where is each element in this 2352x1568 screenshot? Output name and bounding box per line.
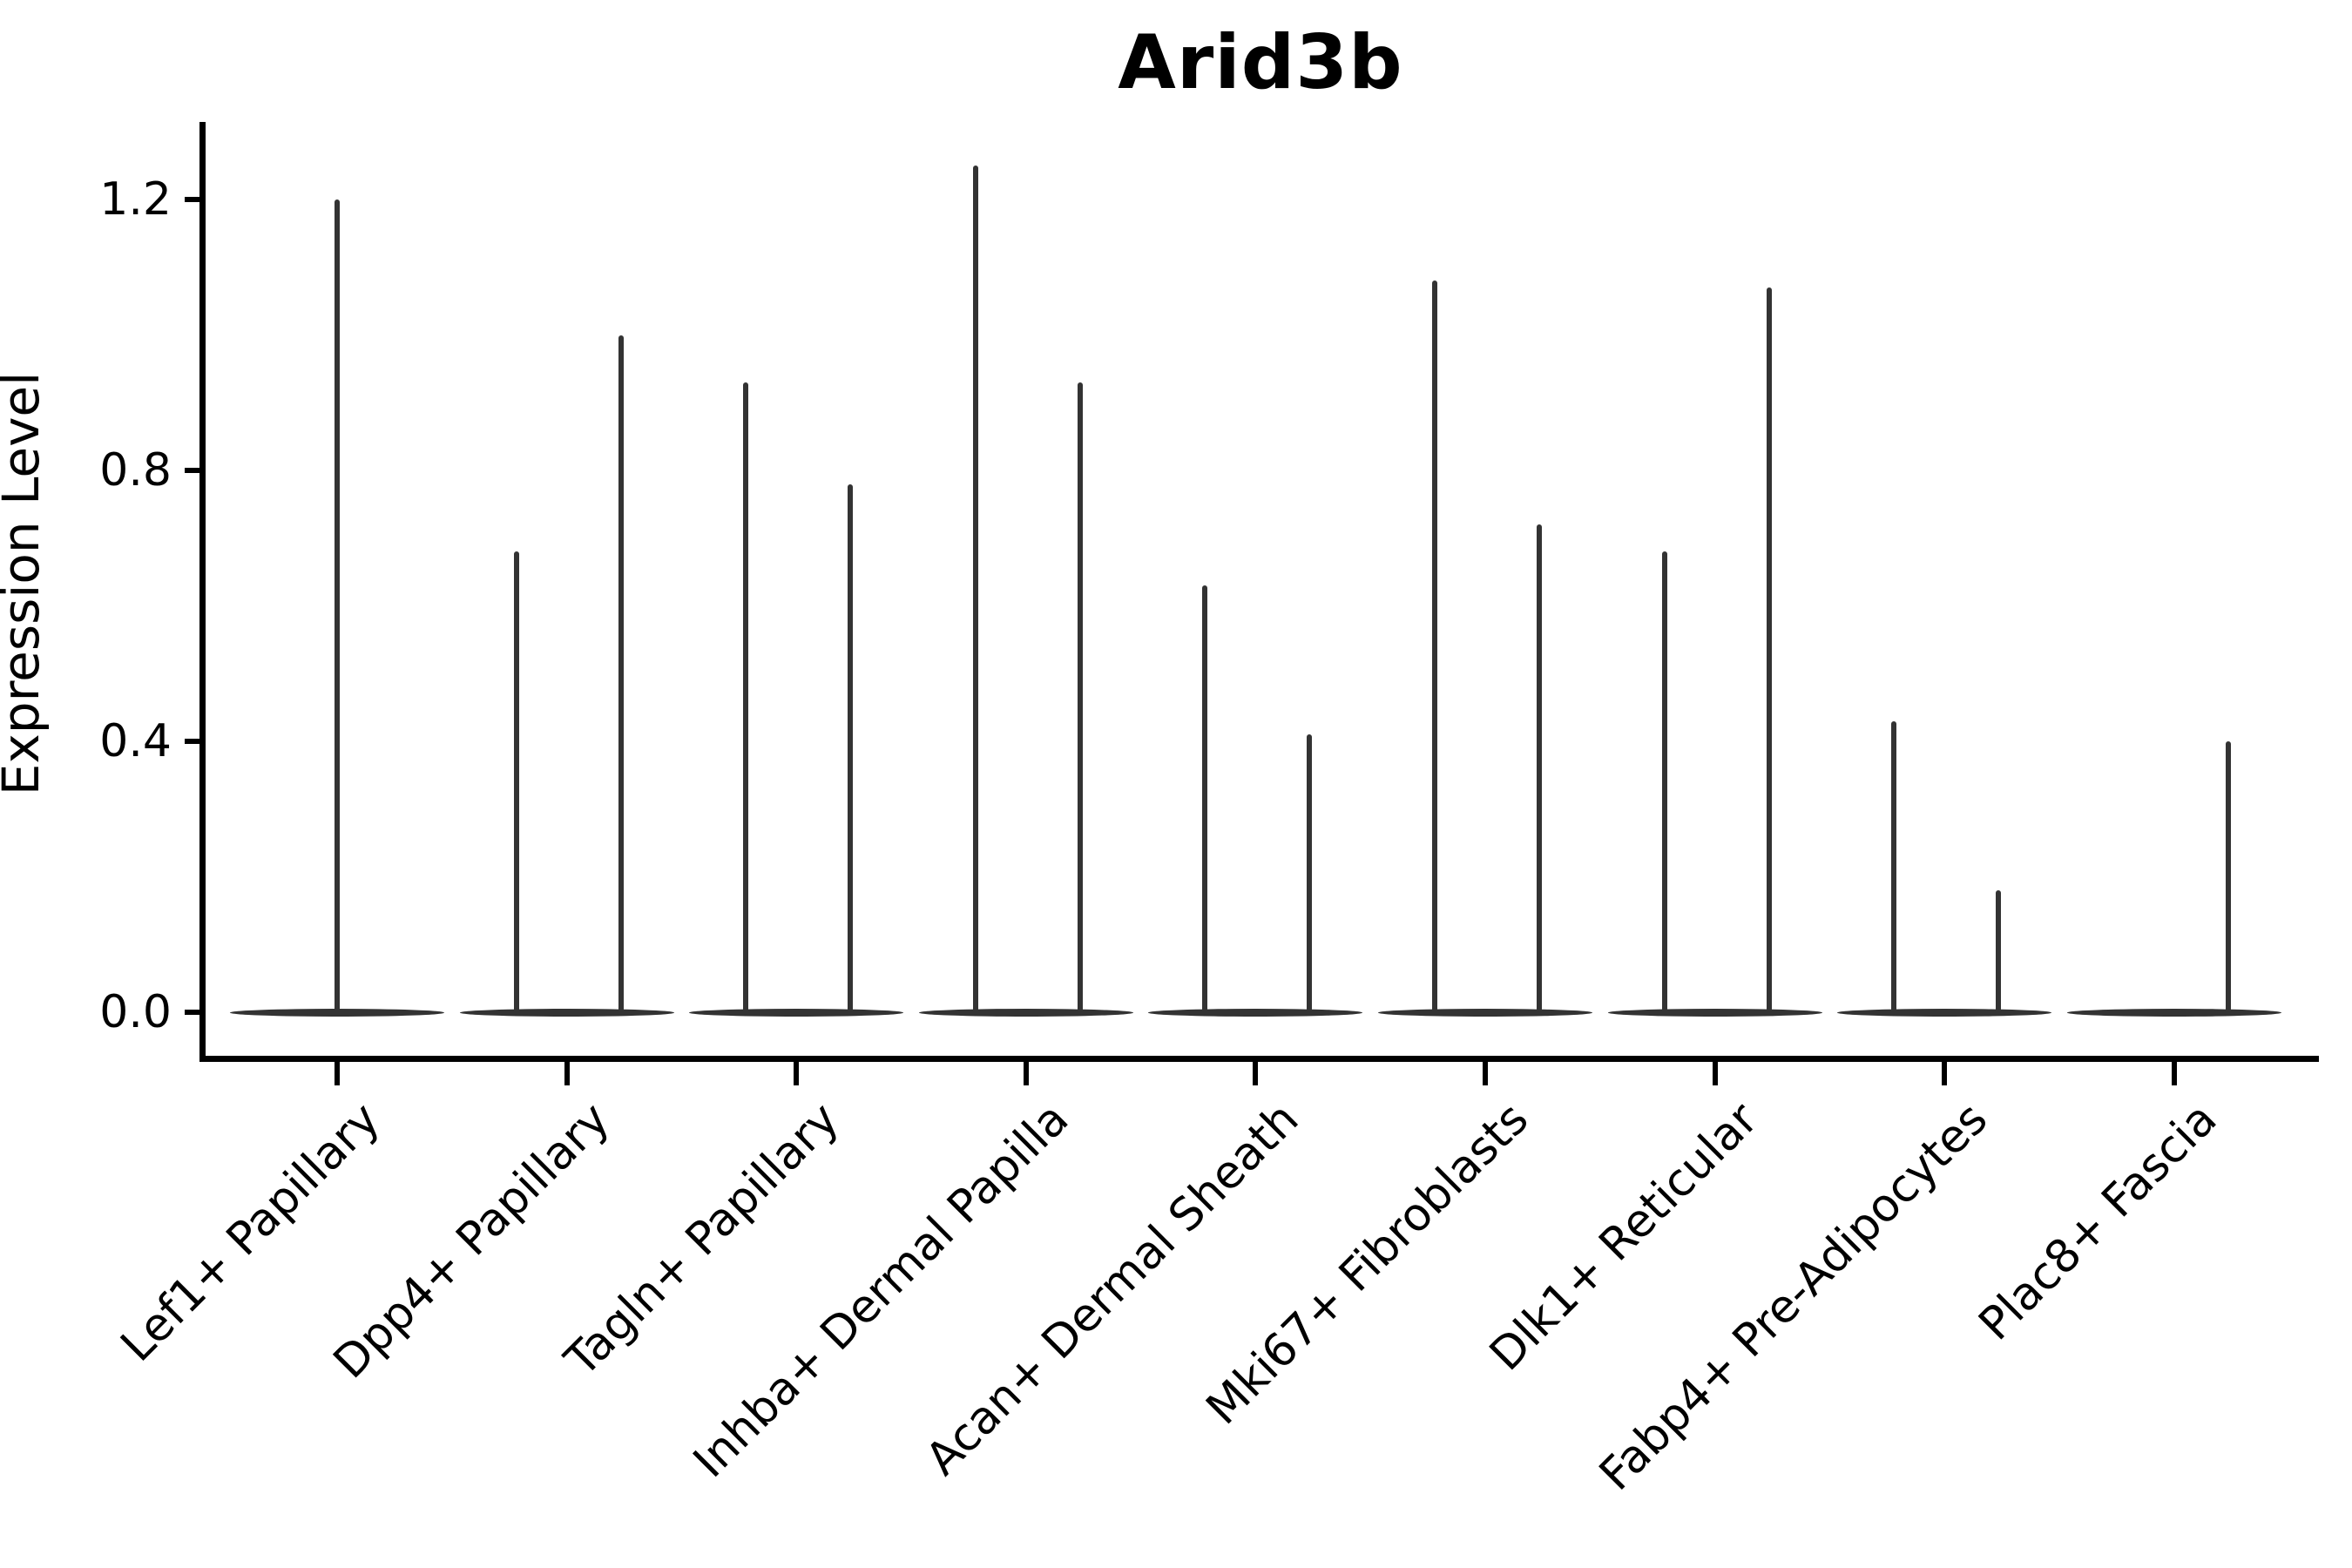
- violin-tail-spike: [743, 382, 749, 1015]
- violin-tail-spike: [1202, 585, 1208, 1015]
- violin-tail-spike: [1891, 720, 1897, 1015]
- left-axis-spine: [199, 122, 206, 1062]
- violin-tail-spike: [1766, 287, 1772, 1015]
- y-tick-label: 1.2: [99, 173, 172, 226]
- x-tick-mark: [1023, 1061, 1029, 1085]
- y-tick-mark: [185, 739, 202, 744]
- violin-tail-spike: [1661, 551, 1667, 1015]
- plot-title: Arid3b: [1118, 19, 1403, 106]
- violin-tail-spike: [1077, 382, 1083, 1015]
- y-tick-label: 0.8: [99, 444, 172, 497]
- y-tick-mark: [185, 197, 202, 202]
- x-tick-mark: [564, 1061, 570, 1085]
- violin-body-baseline: [1378, 1008, 1592, 1017]
- violin-tail-spike: [1432, 280, 1437, 1015]
- violin-tail-spike: [618, 335, 624, 1015]
- violin-tail-spike: [1537, 524, 1542, 1015]
- y-tick-label: 0.0: [99, 986, 172, 1038]
- violin-body-baseline: [1837, 1008, 2052, 1017]
- violin-tail-spike: [335, 199, 340, 1015]
- x-tick-label: Plac8+ Fascia: [1969, 1092, 2227, 1351]
- x-tick-mark: [1712, 1061, 1718, 1085]
- violin-body-baseline: [689, 1008, 904, 1017]
- x-tick-label: Acan+ Dermal Sheath: [916, 1092, 1309, 1486]
- x-tick-mark: [335, 1061, 340, 1085]
- violin-tail-spike: [1996, 890, 2002, 1015]
- bottom-axis-spine: [199, 1056, 2319, 1062]
- violin-tail-spike: [1307, 734, 1313, 1015]
- x-tick-mark: [1942, 1061, 1948, 1085]
- x-tick-label: Fabp4+ Pre-Adipocytes: [1589, 1092, 1998, 1501]
- violin-body-baseline: [1607, 1008, 1822, 1017]
- violin-tail-spike: [2225, 741, 2231, 1015]
- violin-body-baseline: [459, 1008, 674, 1017]
- x-tick-label: Inhba+ Dermal Papilla: [684, 1092, 1079, 1489]
- violin-body-baseline: [918, 1008, 1133, 1017]
- x-tick-mark: [2171, 1061, 2177, 1085]
- violin-body-baseline: [1148, 1008, 1363, 1017]
- violin-tail-spike: [513, 551, 519, 1015]
- x-tick-mark: [1483, 1061, 1488, 1085]
- x-tick-mark: [794, 1061, 800, 1085]
- violin-tail-spike: [848, 483, 854, 1015]
- y-tick-mark: [185, 1010, 202, 1015]
- y-tick-mark: [185, 468, 202, 473]
- violin-body-baseline: [2066, 1008, 2281, 1017]
- y-tick-label: 0.4: [99, 715, 172, 767]
- x-tick-mark: [1253, 1061, 1259, 1085]
- violin-tail-spike: [972, 166, 978, 1015]
